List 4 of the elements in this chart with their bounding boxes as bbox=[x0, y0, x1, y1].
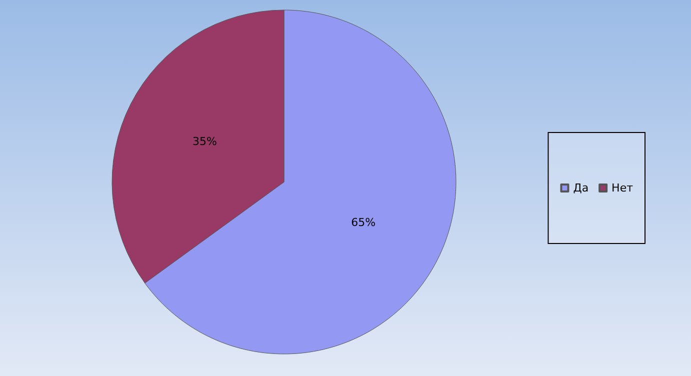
data-label: 65% bbox=[351, 216, 376, 229]
legend-label: Нет bbox=[612, 182, 634, 194]
legend-label: Да bbox=[573, 182, 589, 194]
data-label: 35% bbox=[192, 135, 217, 148]
